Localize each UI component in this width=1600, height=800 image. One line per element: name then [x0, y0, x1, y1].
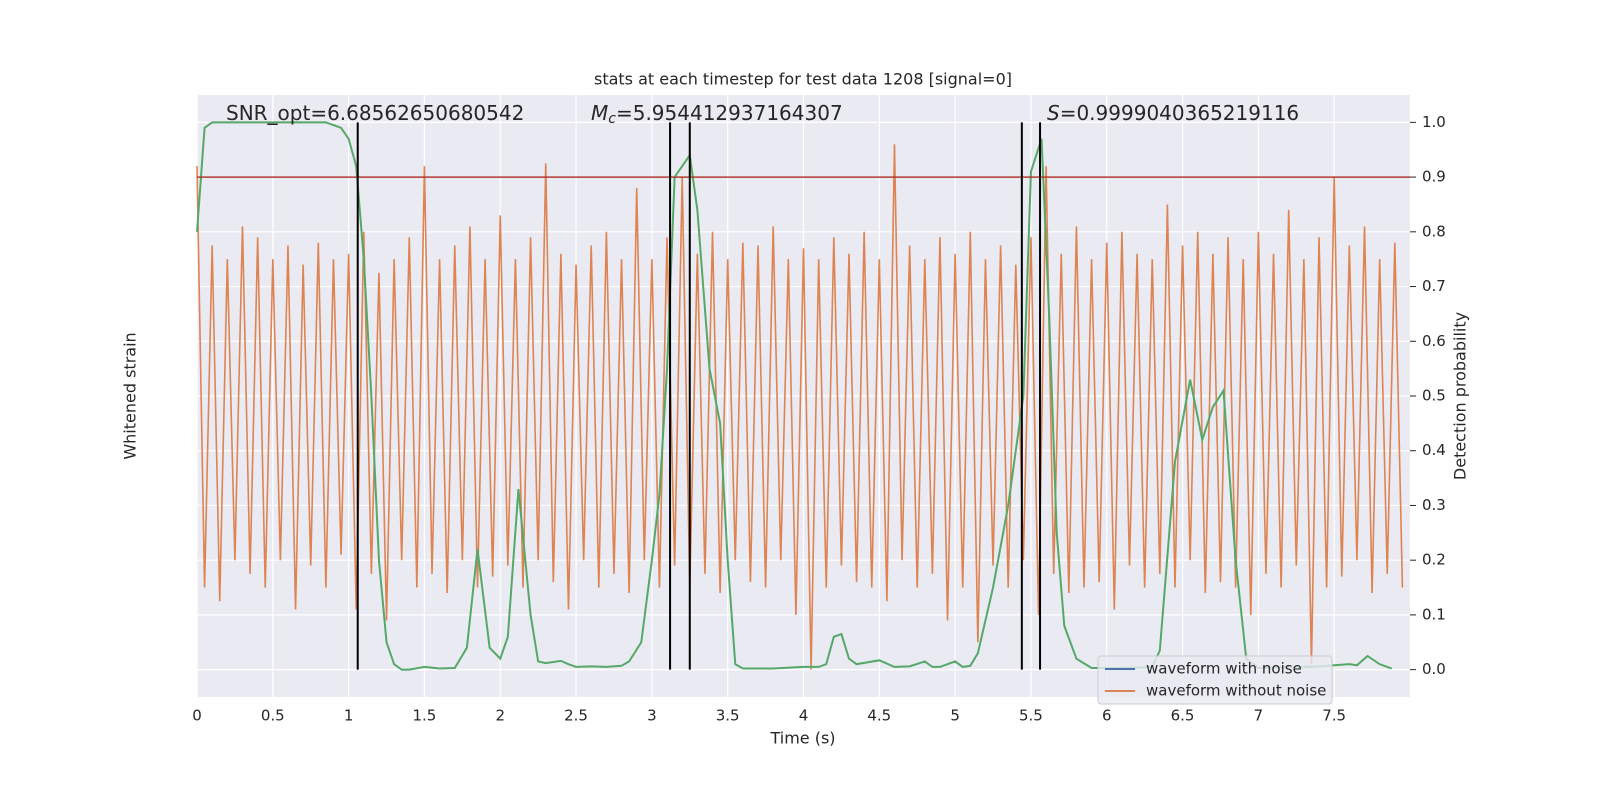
annotation-subscript: c: [608, 111, 616, 127]
y2-tick-label: 0.3: [1422, 496, 1446, 514]
annotation: S=0.9999040365219116: [1047, 101, 1299, 125]
annotation-symbol: M: [591, 101, 608, 125]
x-tick-label: 2.5: [564, 707, 588, 725]
y2-tick-label: 0.6: [1422, 332, 1446, 350]
annotation-value: =0.9999040365219116: [1060, 101, 1299, 125]
x-tick-label: 4: [799, 707, 809, 725]
y2-tick-label: 0.5: [1422, 387, 1446, 405]
annotation-value: SNR_opt=6.68562650680542: [226, 101, 524, 125]
y2-tick-label: 0.7: [1422, 277, 1446, 295]
legend-label: waveform with noise: [1146, 660, 1302, 678]
legend: waveform with noise waveform without nois…: [1097, 655, 1333, 705]
data-line: [196, 121, 1393, 671]
x-axis-label: Time (s): [769, 729, 835, 748]
y2-tick-label: 0.2: [1422, 551, 1446, 569]
x-tick-label: 6: [1102, 707, 1112, 725]
x-tick-label: 3.5: [716, 707, 740, 725]
annotation: SNR_opt=6.68562650680542: [226, 101, 524, 125]
y2-axis-label: Detection probability: [1451, 312, 1470, 480]
x-tick-label: 6.5: [1171, 707, 1195, 725]
y2-tick-label: 0.4: [1422, 441, 1446, 459]
y2-tick-label: 0.9: [1422, 168, 1446, 186]
x-tick-label: 1: [344, 707, 354, 725]
x-tick-label: 5.5: [1019, 707, 1043, 725]
y2-tick-label: 0.8: [1422, 222, 1446, 240]
y-axis-label: Whitened strain: [121, 332, 140, 459]
x-tick-label: 5: [950, 707, 960, 725]
x-tick-label: 3: [647, 707, 657, 725]
x-tick-label: 7.5: [1322, 707, 1346, 725]
x-tick-label: 0: [192, 707, 202, 725]
x-tick-label: 0.5: [261, 707, 285, 725]
data-line: [196, 144, 1404, 670]
chart-title: stats at each timestep for test data 120…: [594, 70, 1012, 89]
x-tick-label: 4.5: [867, 707, 891, 725]
legend-box: [1097, 655, 1333, 705]
marks: [196, 121, 1410, 671]
annotation-symbol: S: [1047, 101, 1060, 125]
annotation: Mc=5.954412937164307: [591, 101, 843, 128]
y2-tick-label: 0.0: [1422, 660, 1446, 678]
y2-tick-label: 1.0: [1422, 113, 1446, 131]
legend-label: waveform without noise: [1146, 682, 1326, 700]
x-tick-label: 1.5: [413, 707, 437, 725]
x-tick-label: 2: [495, 707, 505, 725]
annotation-value: =5.954412937164307: [616, 101, 843, 125]
y2-tick-label: 0.1: [1422, 605, 1446, 623]
x-tick-label: 7: [1254, 707, 1264, 725]
